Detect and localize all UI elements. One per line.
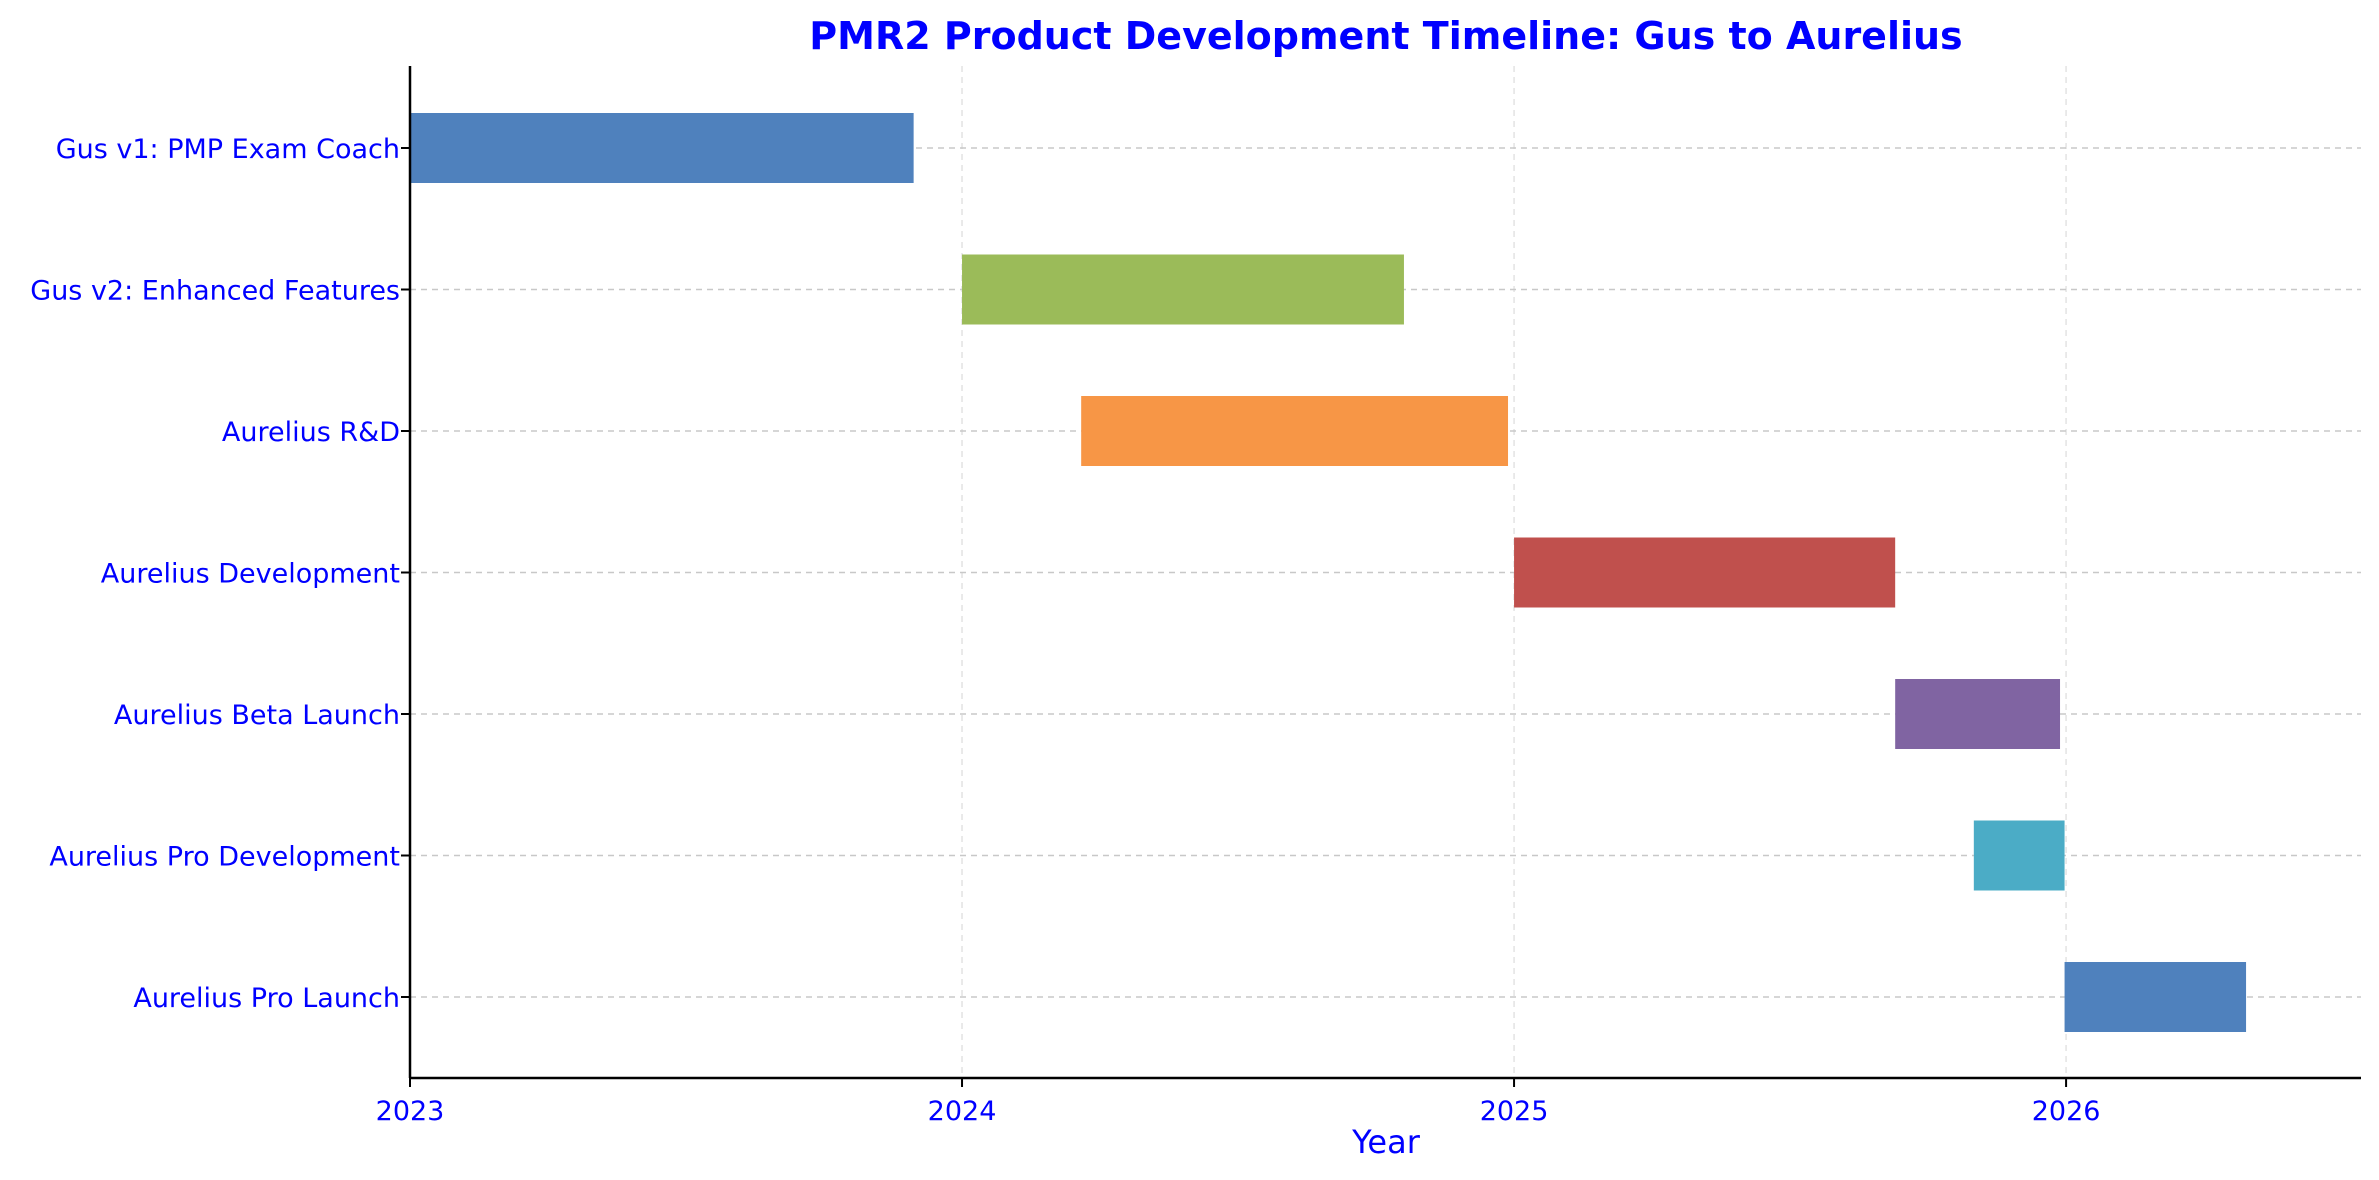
chart-title: PMR2 Product Development Timeline: Gus t… <box>809 14 1962 58</box>
x-tick-label-2025: 2025 <box>1480 1096 1549 1127</box>
axes <box>401 66 2361 1087</box>
x-tick-label-2024: 2024 <box>928 1096 997 1127</box>
task-labels: Gus v1: PMP Exam Coach Gus v2: Enhanced F… <box>30 134 400 1014</box>
x-axis-label: Year <box>1351 1123 1421 1161</box>
task-label: Gus v1: PMP Exam Coach <box>56 134 400 165</box>
task-bars <box>410 113 2247 1032</box>
task-label: Aurelius Beta Launch <box>114 700 400 731</box>
year-tick-labels: 2023 2024 2025 2026 <box>376 1096 2101 1127</box>
x-tick-label-2026: 2026 <box>2032 1096 2101 1127</box>
task-label: Aurelius Pro Development <box>49 842 400 873</box>
task-bar <box>1973 820 2065 891</box>
task-label: Aurelius Development <box>101 559 400 590</box>
task-bar <box>2064 962 2247 1032</box>
task-label: Gus v2: Enhanced Features <box>30 276 400 307</box>
task-label: Aurelius Pro Launch <box>133 983 400 1014</box>
grid-lines <box>409 66 2361 1078</box>
task-label: Aurelius R&D <box>222 417 400 448</box>
x-tick-label-2023: 2023 <box>376 1096 445 1127</box>
task-bar <box>1081 396 1509 466</box>
task-bar <box>962 254 1404 325</box>
task-bar <box>410 113 914 183</box>
task-bar <box>1514 537 1896 608</box>
task-bar <box>1895 679 2061 749</box>
